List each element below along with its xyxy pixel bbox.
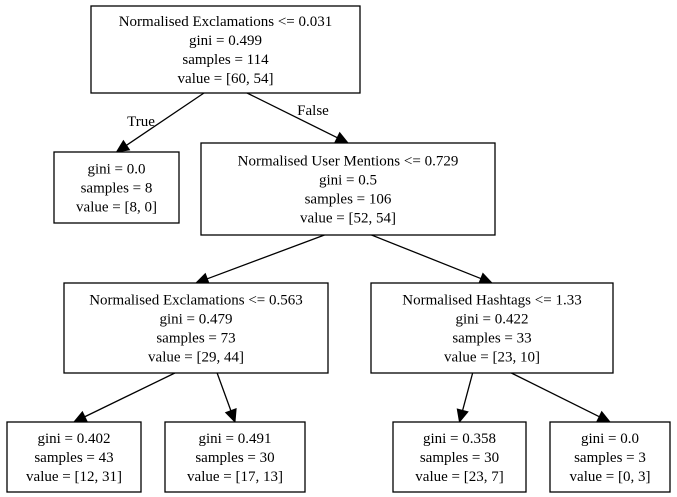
node-line: samples = 30 bbox=[420, 450, 499, 466]
edge-node-exclamations-2-to-leaf-2 bbox=[216, 372, 237, 424]
node-box bbox=[370, 282, 614, 374]
node-line: value = [0, 3] bbox=[570, 469, 651, 485]
node-line: value = [52, 54] bbox=[300, 211, 396, 227]
tree-node-node-user-mentions: Normalised User Mentions <= 0.729 gini = … bbox=[200, 142, 496, 236]
tree-node-leaf-left: gini = 0.0 samples = 8 value = [8, 0] bbox=[53, 151, 180, 224]
arrowhead bbox=[334, 131, 350, 144]
node-line: value = [23, 7] bbox=[415, 469, 503, 485]
node-line: Normalised Hashtags <= 1.33 bbox=[402, 293, 581, 309]
edge-line bbox=[207, 234, 325, 280]
tree-node-leaf-1: gini = 0.402 samples = 43 value = [12, 31] bbox=[6, 421, 142, 493]
edge-line bbox=[371, 234, 482, 280]
edge-line bbox=[84, 372, 176, 418]
edge-line bbox=[246, 92, 338, 139]
node-line: samples = 73 bbox=[156, 331, 235, 347]
arrowhead bbox=[596, 410, 612, 423]
node-line: value = [60, 54] bbox=[178, 71, 274, 87]
arrowhead bbox=[478, 272, 494, 285]
edge-node-user-mentions-to-node-exclamations-2 bbox=[194, 234, 325, 285]
node-line: Normalised User Mentions <= 0.729 bbox=[238, 154, 459, 170]
edge-line bbox=[511, 372, 600, 418]
node-line: samples = 30 bbox=[195, 450, 274, 466]
node-line: samples = 106 bbox=[305, 192, 392, 208]
node-line: gini = 0.0 bbox=[87, 162, 145, 178]
node-box bbox=[392, 421, 527, 493]
tree-node-node-exclamations-2: Normalised Exclamations <= 0.563 gini = 0… bbox=[63, 282, 329, 374]
node-line: gini = 0.0 bbox=[581, 431, 639, 447]
node-line: value = [12, 31] bbox=[26, 469, 122, 485]
node-line: value = [29, 44] bbox=[148, 350, 244, 366]
edge-label-false: False bbox=[297, 103, 329, 119]
edge-node-user-mentions-to-node-hashtags bbox=[371, 234, 494, 285]
node-line: samples = 33 bbox=[452, 331, 531, 347]
node-box bbox=[549, 421, 671, 493]
arrowhead bbox=[72, 410, 88, 423]
node-line: gini = 0.422 bbox=[455, 312, 528, 328]
edge-label-true: True bbox=[127, 114, 155, 130]
edge-root-to-node-user-mentions: False bbox=[246, 92, 350, 144]
node-line: samples = 114 bbox=[182, 52, 269, 68]
edge-line bbox=[126, 92, 205, 146]
node-line: value = [8, 0] bbox=[76, 200, 157, 216]
tree-node-node-hashtags: Normalised Hashtags <= 1.33 gini = 0.422 s… bbox=[370, 282, 614, 374]
node-line: samples = 3 bbox=[574, 450, 646, 466]
tree-node-leaf-3: gini = 0.358 samples = 30 value = [23, 7] bbox=[392, 421, 527, 493]
tree-node-leaf-4: gini = 0.0 samples = 3 value = [0, 3] bbox=[549, 421, 671, 493]
edge-line bbox=[216, 372, 232, 411]
node-line: Normalised Exclamations <= 0.031 bbox=[119, 14, 333, 30]
node-box bbox=[90, 5, 361, 94]
node-line: gini = 0.5 bbox=[319, 173, 377, 189]
node-line: gini = 0.499 bbox=[189, 33, 262, 49]
arrowhead bbox=[115, 139, 131, 153]
tree-node-root: Normalised Exclamations <= 0.031 gini = 0… bbox=[90, 5, 361, 94]
node-line: gini = 0.402 bbox=[37, 431, 110, 447]
arrowhead bbox=[224, 408, 237, 424]
node-line: value = [17, 13] bbox=[187, 469, 283, 485]
node-box bbox=[63, 282, 329, 374]
node-line: value = [23, 10] bbox=[444, 350, 540, 366]
nodes-layer: Normalised Exclamations <= 0.031 gini = 0… bbox=[6, 5, 671, 493]
edge-line bbox=[461, 372, 474, 411]
node-line: gini = 0.358 bbox=[423, 431, 496, 447]
node-line: samples = 8 bbox=[81, 181, 153, 197]
edge-root-to-leaf-left: True bbox=[115, 92, 205, 153]
node-line: gini = 0.479 bbox=[159, 312, 232, 328]
edge-node-hashtags-to-leaf-3 bbox=[456, 372, 474, 424]
node-box bbox=[164, 421, 306, 493]
arrowhead bbox=[456, 408, 469, 424]
node-line: samples = 43 bbox=[34, 450, 113, 466]
node-box bbox=[200, 142, 496, 236]
node-line: gini = 0.491 bbox=[198, 431, 271, 447]
edge-node-exclamations-2-to-leaf-1 bbox=[72, 372, 176, 423]
node-line: Normalised Exclamations <= 0.563 bbox=[89, 293, 303, 309]
node-box bbox=[6, 421, 142, 493]
tree-node-leaf-2: gini = 0.491 samples = 30 value = [17, 13] bbox=[164, 421, 306, 493]
edge-node-hashtags-to-leaf-4 bbox=[511, 372, 612, 423]
node-box bbox=[53, 151, 180, 224]
